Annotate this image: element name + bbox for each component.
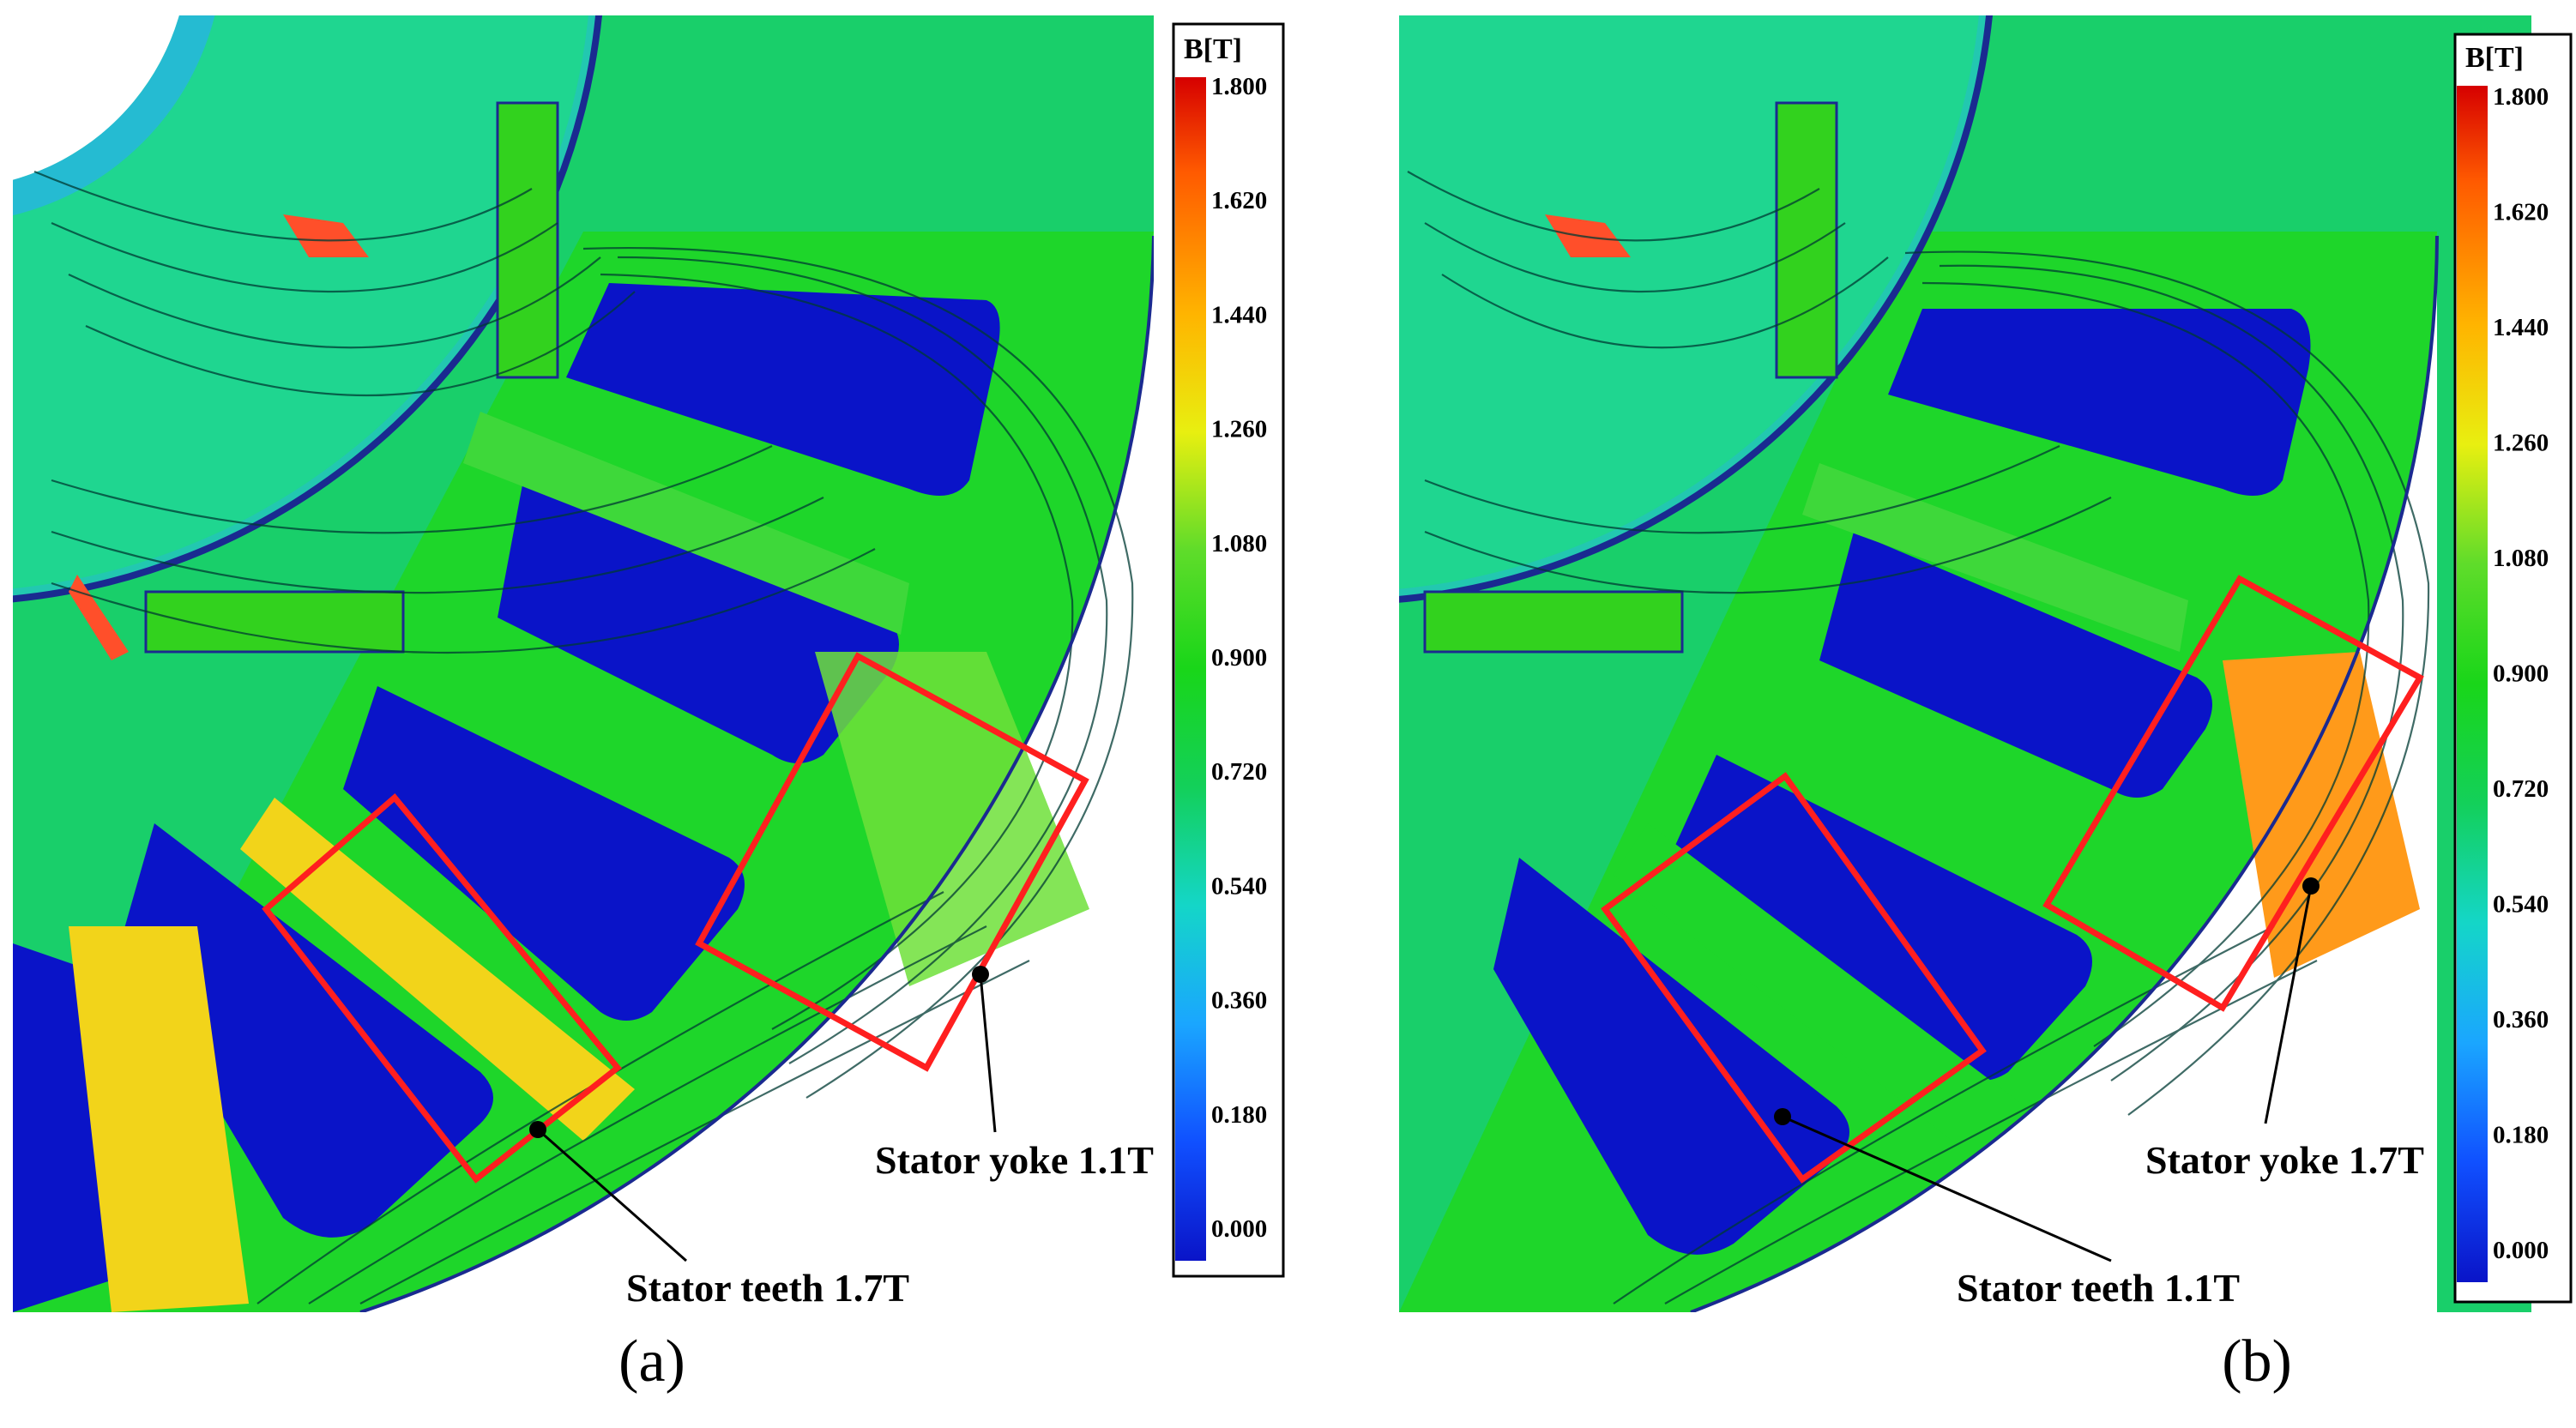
colorbar-tick-label: 0.000 <box>2493 1237 2549 1264</box>
colorbar-tick-label: 1.260 <box>1211 416 1267 443</box>
machine-cross-section-a <box>13 15 1154 1312</box>
colorbar-tick-label: 0.180 <box>2493 1122 2549 1149</box>
yoke-highlight-box-a <box>695 652 1089 1072</box>
yoke-annotation-a: Stator yoke 1.1T <box>875 1138 1154 1182</box>
colorbar-tick-label: 1.080 <box>2493 545 2549 572</box>
panel-label-a: (a) <box>618 1329 685 1395</box>
colorbar-a: B[T] 1.800 1.620 1.440 1.260 1.080 0.900 0.720… <box>1172 22 1285 1278</box>
colorbar-tick-label: 1.800 <box>2493 83 2549 111</box>
colorbar-ticks-b: 1.800 1.620 1.440 1.260 1.080 0.900 0.720 0.540… <box>2493 83 2549 1264</box>
colorbar-ticks-a: 1.800 1.620 1.440 1.260 1.080 0.900 0.720 0.540… <box>1211 73 1267 1243</box>
flux-density-plot-a: Stator yoke 1.1T Stator teeth 1.7T B[T] … <box>13 15 1285 1312</box>
colorbar-tick-label: 1.440 <box>1211 301 1267 328</box>
yoke-annotation-b: Stator yoke 1.7T <box>2145 1138 2424 1182</box>
colorbar-tick-label: 1.260 <box>2493 430 2549 457</box>
machine-cross-section-b <box>1399 15 2531 1312</box>
teeth-highlight-box-a <box>262 793 622 1184</box>
colorbar-tick-label: 0.900 <box>1211 644 1267 672</box>
colorbar-tick-label: 0.900 <box>2493 660 2549 688</box>
colorbar-tick-label: 0.540 <box>2493 891 2549 919</box>
colorbar-tick-label: 1.620 <box>2493 199 2549 226</box>
yoke-highlight-box-b <box>2042 575 2424 1012</box>
colorbar-tick-label: 0.360 <box>1211 987 1267 1015</box>
panel-b: Stator yoke 1.7T Stator teeth 1.1T B[T] … <box>1288 0 2575 1428</box>
colorbar-tick-label: 1.800 <box>1211 73 1267 100</box>
teeth-annotation-b: Stator teeth 1.1T <box>1957 1266 2240 1310</box>
flux-density-plot-b: Stator yoke 1.7T Stator teeth 1.1T B[T] … <box>1399 15 2573 1312</box>
shaft-hole <box>13 15 179 180</box>
colorbar-tick-label: 0.720 <box>1211 758 1267 786</box>
panel-a: Stator yoke 1.1T Stator teeth 1.7T B[T] … <box>13 15 1285 1395</box>
teeth-annotation-a: Stator teeth 1.7T <box>626 1266 909 1310</box>
colorbar-tick-label: 1.620 <box>1211 187 1267 214</box>
teeth-highlight-box-b <box>1601 772 1987 1184</box>
colorbar-title-a: B[T] <box>1184 33 1242 65</box>
colorbar-title-b: B[T] <box>2465 42 2524 74</box>
colorbar-tick-label: 0.720 <box>2493 775 2549 803</box>
colorbar-b: B[T] 1.800 1.620 1.440 1.260 1.080 0.900 0.720… <box>2453 33 2573 1304</box>
colorbar-tick-label: 1.440 <box>2493 314 2549 341</box>
colorbar-tick-label: 1.080 <box>1211 530 1267 557</box>
panel-label-b: (b) <box>2222 1329 2292 1395</box>
colorbar-tick-label: 0.360 <box>2493 1006 2549 1033</box>
colorbar-tick-label: 0.540 <box>1211 872 1267 900</box>
flux-lines-a <box>33 170 1134 1304</box>
colorbar-tick-label: 0.000 <box>1211 1215 1267 1243</box>
colorbar-tick-label: 0.180 <box>1211 1101 1267 1129</box>
